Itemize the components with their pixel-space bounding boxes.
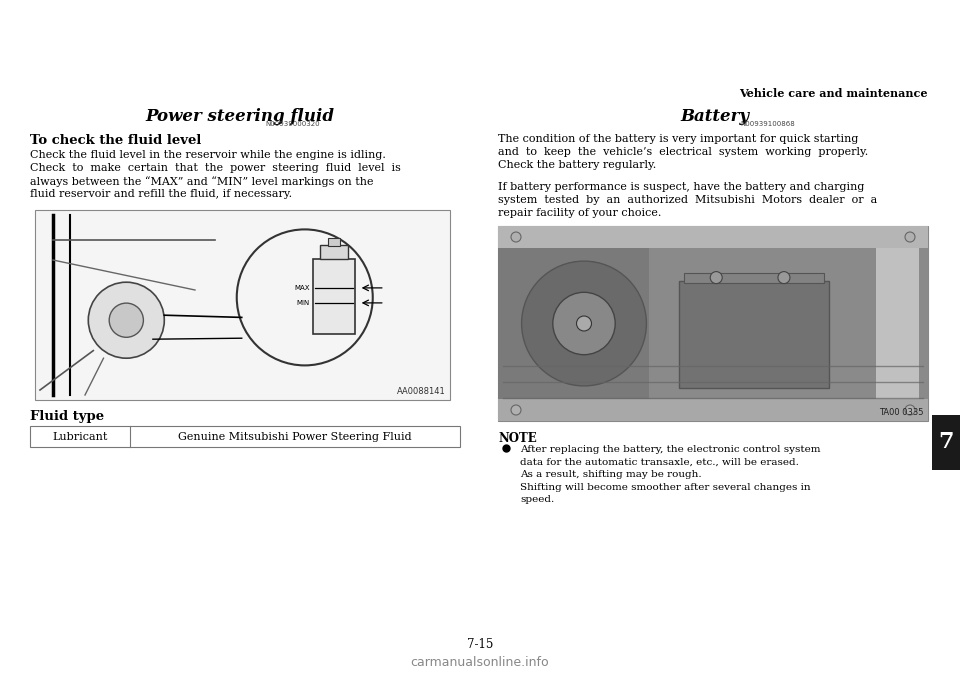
Text: After replacing the battery, the electronic control system: After replacing the battery, the electro… [520,445,821,454]
Text: always between the “MAX” and “MIN” level markings on the: always between the “MAX” and “MIN” level… [30,176,373,186]
Bar [684,273,824,283]
Bar [649,248,928,399]
Text: As a result, shifting may be rough.: As a result, shifting may be rough. [520,470,702,479]
Bar [498,399,928,421]
Bar [498,226,928,421]
Circle shape [553,292,615,355]
Bar [876,248,920,399]
Bar [679,281,829,388]
Bar [498,226,928,248]
Circle shape [905,232,915,242]
Circle shape [710,272,722,283]
Text: 7-15: 7-15 [467,638,493,651]
Text: Vehicle care and maintenance: Vehicle care and maintenance [739,88,928,99]
Bar [932,415,960,470]
Text: The condition of the battery is very important for quick starting: The condition of the battery is very imp… [498,134,858,144]
Bar [313,260,355,334]
Text: system  tested  by  an  authorized  Mitsubishi  Motors  dealer  or  a: system tested by an authorized Mitsubish… [498,195,877,205]
Text: Check the battery regularly.: Check the battery regularly. [498,160,657,170]
Text: Power steering fluid: Power steering fluid [146,108,334,125]
Text: and  to  keep  the  vehicle’s  electrical  system  working  properly.: and to keep the vehicle’s electrical sys… [498,147,868,157]
Text: Fluid type: Fluid type [30,410,104,423]
Text: speed.: speed. [520,495,554,504]
Text: carmanualsonline.info: carmanualsonline.info [411,656,549,669]
Text: 7: 7 [938,431,953,454]
Text: Shifting will become smoother after several changes in: Shifting will become smoother after seve… [520,483,810,492]
Bar [498,248,649,399]
Text: Battery: Battery [681,108,750,125]
Bar [320,245,348,260]
Text: N00939000320: N00939000320 [265,121,320,127]
Text: repair facility of your choice.: repair facility of your choice. [498,208,661,218]
Circle shape [521,261,646,386]
Text: To check the fluid level: To check the fluid level [30,134,202,147]
Text: MIN: MIN [297,300,310,306]
Circle shape [511,405,521,415]
Text: NOTE: NOTE [498,432,537,445]
Circle shape [88,282,164,358]
Text: AA0088141: AA0088141 [397,387,446,396]
Text: Check the fluid level in the reservoir while the engine is idling.: Check the fluid level in the reservoir w… [30,150,386,160]
Circle shape [109,303,143,337]
Text: Lubricant: Lubricant [52,431,108,441]
Circle shape [905,405,915,415]
Circle shape [577,316,591,331]
Text: data for the automatic transaxle, etc., will be erased.: data for the automatic transaxle, etc., … [520,458,799,466]
Bar [30,426,460,447]
Text: fluid reservoir and refill the fluid, if necessary.: fluid reservoir and refill the fluid, if… [30,189,292,199]
Text: TA00 0335: TA00 0335 [879,408,924,417]
Text: If battery performance is suspect, have the battery and charging: If battery performance is suspect, have … [498,182,864,192]
Text: N00939100868: N00939100868 [740,121,795,127]
Bar [35,210,450,400]
Text: MAX: MAX [295,285,310,291]
Circle shape [511,232,521,242]
Circle shape [778,272,790,283]
Text: Check  to  make  certain  that  the  power  steering  fluid  level  is: Check to make certain that the power ste… [30,163,401,173]
Bar [327,239,340,246]
Text: Genuine Mitsubishi Power Steering Fluid: Genuine Mitsubishi Power Steering Fluid [179,431,412,441]
